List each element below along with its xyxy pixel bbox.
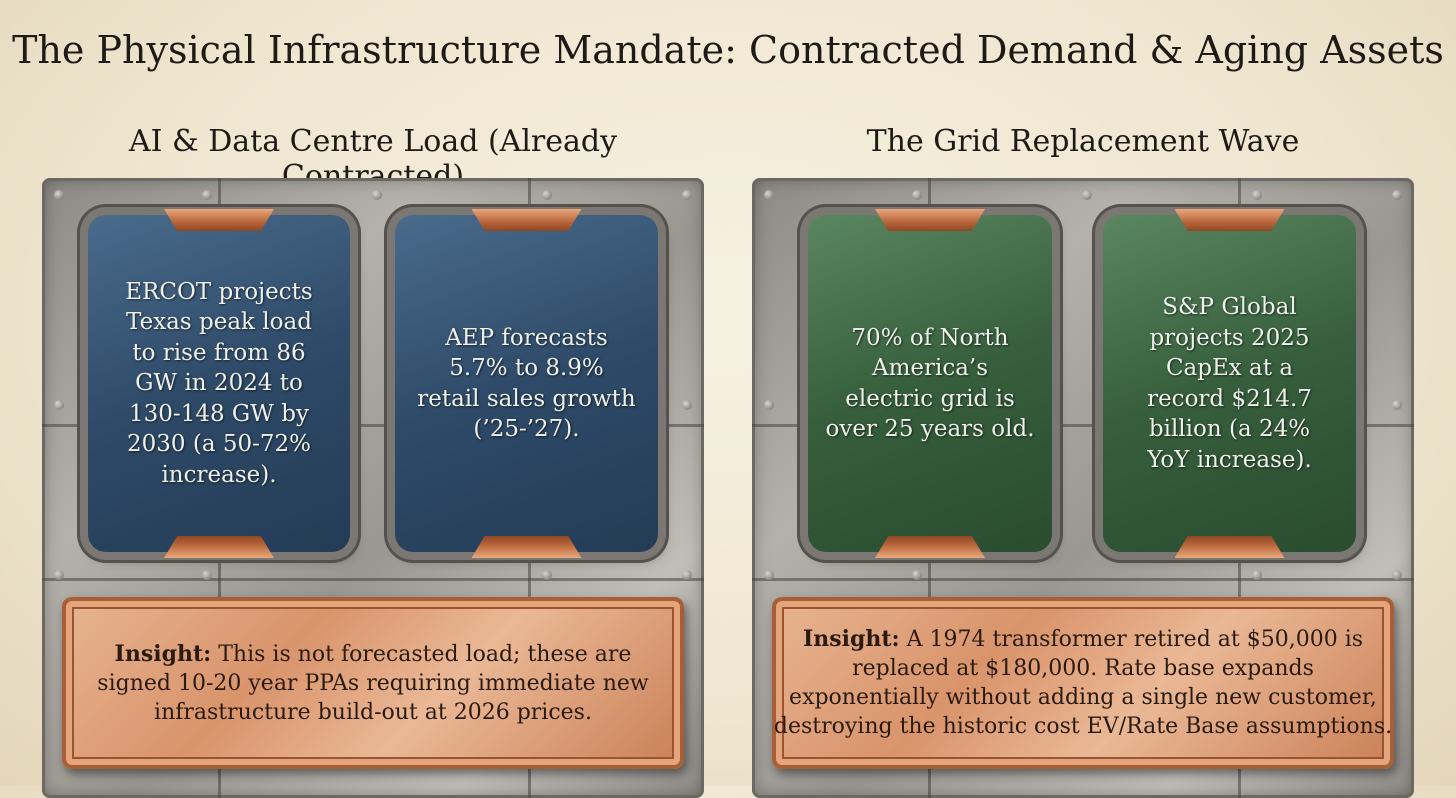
rivet <box>1082 190 1092 200</box>
insight-plaque: Insight: A 1974 transformer retired at $… <box>772 597 1394 769</box>
card-text: increase). <box>161 461 277 488</box>
rivet <box>1252 190 1262 200</box>
rivet <box>542 570 552 580</box>
insight-text: exponentially without adding a single ne… <box>789 685 1377 710</box>
copper-tab <box>472 536 582 558</box>
insight-line: destroying the historic cost EV/Rate Bas… <box>774 712 1392 741</box>
card-text: over 25 years old. <box>825 416 1035 442</box>
rivet <box>682 400 692 410</box>
panel-heading: AI & Data Centre Load (Already Contracte… <box>128 124 618 194</box>
card-text: electric grid is <box>845 385 1015 412</box>
rivet <box>682 190 692 200</box>
copper-tab <box>164 209 274 231</box>
insight-text: A 1974 transformer retired at $50,000 is <box>906 627 1364 652</box>
copper-tab <box>875 209 985 231</box>
panel-heading: The Grid Replacement Wave <box>866 124 1300 159</box>
rivet <box>202 190 212 200</box>
insight-line: Insight: A 1974 transformer retired at $… <box>803 625 1363 654</box>
insight-line: exponentially without adding a single ne… <box>789 683 1377 712</box>
rivet <box>54 190 64 200</box>
card-text: AEP forecasts <box>445 324 608 351</box>
main-title: The Physical Infrastructure Mandate: Con… <box>12 28 1444 72</box>
card-text: (’25-’27). <box>473 416 580 442</box>
card-text: America’s <box>871 355 989 381</box>
seam <box>752 424 1414 427</box>
insight-text: signed 10-20 year PPAs requiring immedia… <box>97 670 649 696</box>
card-text: CapEx at a <box>1165 355 1294 381</box>
card-text: 70% of North <box>851 324 1009 351</box>
rivet <box>202 570 212 580</box>
card-text: billion (a 24% <box>1148 416 1311 442</box>
card-text: 2030 (a 50-72% <box>127 431 311 458</box>
insight-label: Insight: <box>802 626 900 652</box>
rivet <box>54 570 64 580</box>
copper-tab <box>875 536 985 558</box>
seam <box>42 424 704 427</box>
card-text: YoY increase). <box>1147 446 1312 473</box>
copper-tab <box>164 536 274 558</box>
insight-text: This is not forecasted load; these are <box>218 641 632 667</box>
card-text: 5.7% to 8.9% <box>449 355 604 381</box>
copper-tab <box>471 209 582 231</box>
seam <box>752 578 1414 581</box>
card-text: to rise from 86 <box>132 339 306 366</box>
rivet <box>912 570 922 580</box>
insight-text: replaced at $180,000. Rate base expands <box>852 656 1314 681</box>
insight-line: infrastructure build-out at 2026 prices. <box>154 698 592 727</box>
rivet <box>764 400 774 410</box>
insight-line: Insight: This is not forecasted load; th… <box>115 640 632 669</box>
rivet <box>1252 570 1262 580</box>
metal-panel: ERCOT projects Texas peak load to rise fro… <box>42 178 704 798</box>
rivet <box>764 570 774 580</box>
rivet <box>682 570 692 580</box>
card-text: record $214.7 <box>1147 385 1312 412</box>
insight-label: Insight: <box>114 640 212 667</box>
stat-card: AEP forecasts 5.7% to 8.9% retail sales gr… <box>395 209 658 552</box>
insight-line: replaced at $180,000. Rate base expands <box>852 654 1314 683</box>
rivet <box>1392 570 1402 580</box>
stat-card: 70% of North America’s electric grid is ove… <box>808 209 1052 552</box>
rivet <box>764 190 774 200</box>
insight-text: infrastructure build-out at 2026 prices. <box>154 699 592 725</box>
card-text: retail sales growth <box>417 385 636 412</box>
rivet <box>372 190 382 200</box>
rivet <box>912 190 922 200</box>
stat-card: ERCOT projects Texas peak load to rise fro… <box>88 209 350 552</box>
rivet <box>1392 190 1402 200</box>
card-text: S&P Global <box>1162 294 1297 320</box>
rivet <box>542 190 552 200</box>
card-text: 130-148 GW by <box>129 400 309 427</box>
metal-panel: 70% of North America’s electric grid is ove… <box>752 178 1414 798</box>
rivet <box>54 400 64 410</box>
card-text: GW in 2024 to <box>135 370 303 397</box>
card-text: ERCOT projects <box>125 278 313 305</box>
card-text: projects 2025 <box>1149 324 1310 351</box>
card-text: Texas peak load <box>126 309 312 336</box>
copper-tab <box>1175 536 1285 558</box>
insight-text: destroying the historic cost EV/Rate Bas… <box>773 714 1393 739</box>
copper-tab <box>1174 209 1285 231</box>
rivet <box>1392 400 1402 410</box>
stat-card: S&P Global projects 2025 CapEx at a record … <box>1103 209 1356 552</box>
insight-plaque: Insight: This is not forecasted load; th… <box>62 597 684 769</box>
insight-line: signed 10-20 year PPAs requiring immedia… <box>97 669 648 698</box>
seam <box>42 578 704 581</box>
